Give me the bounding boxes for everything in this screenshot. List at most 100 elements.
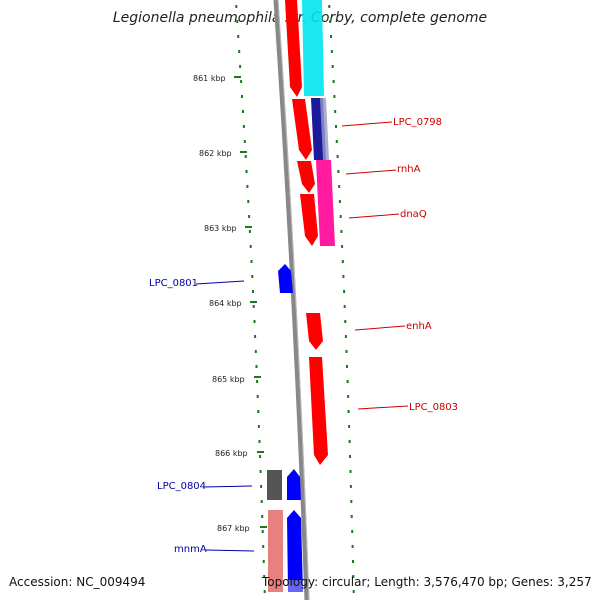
scale-dot bbox=[349, 485, 352, 488]
scale-dot bbox=[349, 470, 352, 473]
scale-dot bbox=[343, 290, 346, 293]
genome-backbone-shade bbox=[277, 0, 310, 600]
gene-LPC_0798[interactable] bbox=[292, 99, 312, 160]
tick-862: 862 kbp bbox=[199, 149, 247, 158]
scale-dot bbox=[262, 545, 265, 548]
label-LPC_0798[interactable]: LPC_0798 bbox=[393, 117, 442, 128]
scale-dot bbox=[332, 80, 335, 83]
scale-dot bbox=[256, 395, 259, 398]
scale-dot bbox=[335, 125, 337, 128]
scale-dot bbox=[256, 380, 259, 383]
gene-enhA[interactable] bbox=[306, 313, 323, 350]
map-title: Legionella pneumophila str. Corby, compl… bbox=[112, 10, 488, 26]
scale-dot bbox=[259, 455, 262, 458]
scale-dot bbox=[346, 380, 349, 383]
scale-dot bbox=[346, 365, 348, 368]
scale-dot bbox=[257, 425, 260, 428]
tick-label-864: 864 kbp bbox=[209, 299, 242, 308]
genome-backbone bbox=[273, 0, 310, 600]
scale-dot bbox=[262, 560, 265, 563]
scale-dot bbox=[350, 500, 353, 503]
scale-dot bbox=[336, 155, 339, 158]
scale-dot bbox=[243, 140, 246, 143]
scale-dot bbox=[257, 410, 260, 413]
tick-861: 861 kbp bbox=[193, 74, 241, 83]
gene-dnaQ[interactable] bbox=[300, 194, 318, 246]
gene-LPC_0803[interactable] bbox=[309, 357, 328, 465]
scale-dot bbox=[345, 350, 348, 353]
tick-label-866: 866 kbp bbox=[215, 449, 248, 458]
leader-rnhA bbox=[345, 169, 397, 175]
gene-blue-reverse-2[interactable] bbox=[287, 510, 303, 592]
cyan-track-block[interactable] bbox=[302, 0, 324, 96]
label-LPC_0804[interactable]: LPC_0804 bbox=[157, 481, 206, 492]
tick-863: 863 kbp bbox=[204, 224, 252, 233]
gene-LPC_0804[interactable] bbox=[267, 470, 282, 500]
scale-dot bbox=[349, 455, 351, 458]
scale-dot bbox=[263, 590, 266, 593]
scale-dot bbox=[259, 470, 262, 473]
scale-dot bbox=[255, 365, 258, 368]
scale-dot bbox=[335, 140, 338, 143]
scale-dot bbox=[241, 95, 243, 98]
scale-dot bbox=[352, 560, 354, 563]
label-enhA[interactable]: enhA bbox=[406, 321, 432, 332]
tick-865: 865 kbp bbox=[212, 375, 261, 384]
scale-dot bbox=[242, 110, 244, 113]
scale-dot bbox=[253, 320, 256, 323]
tick-label-862: 862 kbp bbox=[199, 149, 232, 158]
scale-dot bbox=[246, 185, 249, 188]
tick-label-861: 861 kbp bbox=[193, 74, 226, 83]
label-dnaQ[interactable]: dnaQ bbox=[400, 209, 427, 220]
label-LPC_0803[interactable]: LPC_0803 bbox=[409, 402, 458, 413]
label-rnhA[interactable]: rnhA bbox=[397, 164, 421, 175]
gene-red-1[interactable] bbox=[285, 0, 302, 97]
scale-dot bbox=[340, 230, 343, 233]
scale-dot bbox=[261, 515, 264, 518]
gene-rnhA[interactable] bbox=[297, 161, 315, 193]
scale-dot bbox=[330, 35, 332, 38]
leader-LPC_0803 bbox=[357, 405, 409, 410]
label-mnmA[interactable]: mnmA bbox=[174, 544, 207, 555]
leader-LPC_0801 bbox=[195, 280, 245, 285]
leader-dnaQ bbox=[348, 213, 400, 219]
tick-label-863: 863 kbp bbox=[204, 224, 237, 233]
scale-dot bbox=[260, 500, 263, 503]
leader-mnmA bbox=[205, 549, 255, 552]
label-LPC_0801[interactable]: LPC_0801 bbox=[149, 278, 198, 289]
scale-dot bbox=[248, 230, 251, 233]
scale-dot bbox=[238, 50, 241, 53]
scale-dot bbox=[348, 440, 351, 443]
scale-dot bbox=[342, 275, 345, 278]
scale-dot bbox=[338, 200, 341, 203]
scale-dot bbox=[261, 530, 264, 533]
accession-text: Accession: NC_009494 bbox=[9, 575, 146, 589]
scale-dot bbox=[341, 260, 344, 263]
scale-dot bbox=[343, 305, 346, 308]
navy-track-shade bbox=[320, 98, 329, 160]
scale-dot bbox=[333, 95, 336, 98]
scale-dot bbox=[250, 260, 253, 263]
gene-blue-reverse-2-shade bbox=[288, 580, 303, 592]
topology-text: Topology: circular; Length: 3,576,470 bp… bbox=[262, 575, 592, 589]
scale-dot bbox=[235, 5, 238, 8]
tick-867: 867 kbp bbox=[217, 524, 267, 533]
leader-LPC_0804 bbox=[203, 485, 253, 488]
scale-dot bbox=[249, 245, 252, 248]
scale-dot bbox=[338, 185, 341, 188]
scale-dot bbox=[331, 65, 334, 68]
scale-dot bbox=[247, 200, 250, 203]
magenta-track-block[interactable] bbox=[316, 160, 335, 246]
scale-dot bbox=[254, 350, 257, 353]
gene-blue-reverse-1[interactable] bbox=[287, 469, 301, 500]
gene-mnmA[interactable] bbox=[268, 510, 283, 592]
gene-LPC_0801[interactable] bbox=[278, 264, 293, 293]
scale-dot bbox=[328, 5, 331, 8]
scale-dot bbox=[348, 425, 351, 428]
leader-enhA bbox=[354, 325, 406, 331]
scale-dot bbox=[239, 65, 242, 68]
scale-dot bbox=[248, 215, 251, 218]
scale-dot bbox=[236, 20, 239, 23]
scale-dot bbox=[337, 170, 340, 173]
